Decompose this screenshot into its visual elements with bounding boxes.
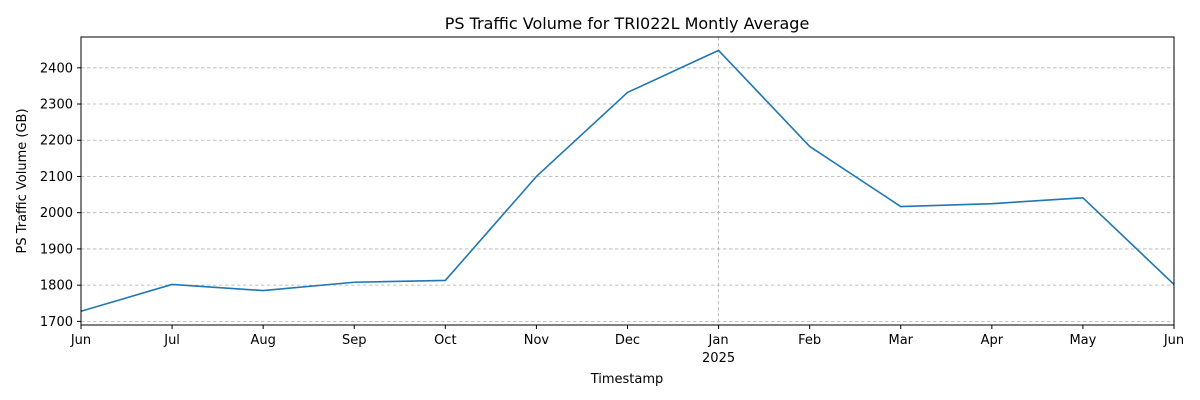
- x-tick-label: Feb: [798, 333, 821, 348]
- x-tick-label: May: [1069, 333, 1096, 348]
- x-tick-label: Jan: [708, 333, 729, 348]
- y-tick-label: 2000: [40, 206, 73, 221]
- x-axis-label: Timestamp: [590, 372, 664, 387]
- y-tick-label: 1800: [40, 279, 73, 294]
- series-layer: [80, 49, 1175, 312]
- y-tick-label: 2200: [40, 134, 73, 149]
- y-tick-label: 2400: [40, 61, 73, 76]
- x-tick-label: Jun: [1163, 333, 1184, 348]
- y-axis-ticks: 1700 1800 1900 2000 2100 2200 2300 2400: [40, 61, 81, 330]
- y-tick-label: 2300: [40, 98, 73, 113]
- y-tick-label: 1900: [40, 242, 73, 257]
- series-line: [80, 49, 1175, 312]
- grid-lines: [81, 37, 1174, 325]
- x-axis-ticks: Jun Jul Aug Sep Oct Nov Dec Jan Feb Mar Apr May Jun: [70, 325, 1184, 348]
- x-tick-label: Aug: [250, 333, 275, 348]
- x-tick-label: Apr: [981, 333, 1004, 348]
- y-tick-label: 2100: [40, 170, 73, 185]
- x-tick-label: Sep: [342, 333, 367, 348]
- y-tick-label: 1700: [40, 315, 73, 330]
- plot-frame: [80, 36, 1175, 326]
- x-tick-label: Jul: [163, 333, 180, 348]
- x-year-label: 2025: [702, 351, 735, 366]
- x-tick-label: Oct: [434, 333, 456, 348]
- x-tick-label: Nov: [524, 333, 550, 348]
- x-tick-label: Dec: [615, 333, 640, 348]
- chart-title: PS Traffic Volume for TRI022L Montly Ave…: [445, 14, 810, 33]
- x-tick-label: Jun: [70, 333, 91, 348]
- x-tick-label: Mar: [888, 333, 913, 348]
- y-axis-label: PS Traffic Volume (GB): [15, 108, 30, 253]
